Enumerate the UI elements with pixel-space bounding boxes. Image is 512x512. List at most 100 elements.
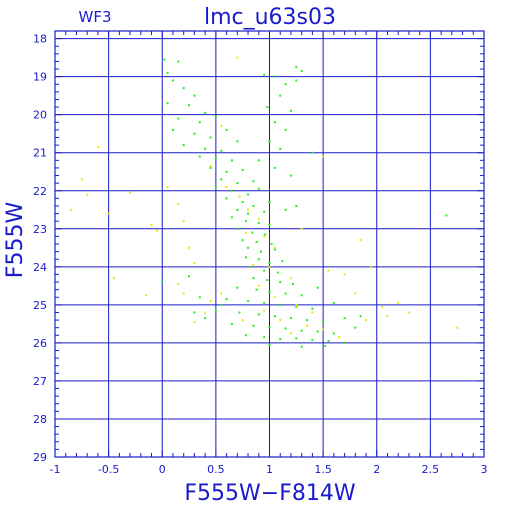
green-data-point [241, 239, 244, 242]
green-data-point [177, 117, 180, 120]
green-data-point [214, 309, 217, 312]
green-data-point [238, 311, 241, 314]
x-tick-label: -0.5 [98, 463, 119, 476]
yellow-data-point [311, 311, 314, 314]
yellow-data-point [188, 246, 191, 249]
yellow-data-point [397, 301, 400, 304]
green-data-point [161, 281, 164, 284]
green-data-point [252, 324, 255, 327]
green-data-point [198, 155, 201, 158]
y-tick-label: 29 [33, 451, 47, 464]
yellow-data-point [268, 265, 271, 268]
green-data-point [214, 157, 217, 160]
green-data-point [171, 79, 174, 82]
x-tick-labels: -1 -0.5 0 0.5 1 1.5 2 2.5 3 [50, 463, 488, 476]
green-data-point [263, 73, 266, 76]
green-data-point [322, 320, 325, 323]
green-data-point [311, 151, 314, 154]
x-tick-label: 0 [159, 463, 166, 476]
yellow-data-point [295, 303, 298, 306]
yellow-data-point [273, 296, 276, 299]
green-data-point [268, 262, 271, 265]
yellow-data-point [86, 193, 89, 196]
green-data-point [188, 275, 191, 278]
green-data-point [311, 338, 314, 341]
green-data-point [252, 180, 255, 183]
green-data-point [316, 330, 319, 333]
yellow-data-point [247, 208, 250, 211]
green-data-point [255, 241, 258, 244]
green-data-point [343, 317, 346, 320]
yellow-data-point [257, 218, 260, 221]
green-data-point [220, 178, 223, 181]
green-data-point [289, 317, 292, 320]
green-data-point [266, 106, 269, 109]
yellow-data-point [354, 292, 357, 295]
chart-subtitle: WF3 [78, 8, 111, 26]
green-data-point [241, 168, 244, 171]
green-data-point [252, 277, 255, 280]
green-data-point [273, 75, 276, 78]
green-data-point [300, 69, 303, 72]
green-data-point [263, 336, 266, 339]
green-data-point [193, 94, 196, 97]
yellow-data-point [238, 195, 241, 198]
yellow-data-point [177, 282, 180, 285]
green-data-point [225, 298, 228, 301]
yellow-data-point [263, 235, 266, 238]
yellow-data-point [338, 336, 341, 339]
green-data-point [236, 208, 239, 211]
green-data-point [259, 250, 262, 253]
y-tick-label: 26 [33, 337, 47, 350]
green-data-point [225, 170, 228, 173]
green-data-point [214, 185, 217, 188]
green-data-point [177, 60, 180, 63]
yellow-data-point [182, 220, 185, 223]
x-tick-label: -1 [50, 463, 61, 476]
yellow-data-point [359, 239, 362, 242]
yellow-data-point [209, 300, 212, 303]
green-data-point [273, 166, 276, 169]
green-data-point [324, 344, 327, 347]
green-data-point [295, 305, 298, 308]
yellow-data-point [456, 326, 459, 329]
green-data-point [249, 265, 252, 268]
green-data-point [295, 204, 298, 207]
green-data-point [279, 338, 282, 341]
y-tick-label: 24 [33, 261, 47, 274]
green-data-point [182, 144, 185, 147]
yellow-data-point [327, 269, 330, 272]
y-tick-label: 20 [33, 109, 47, 122]
green-data-point [277, 271, 280, 274]
green-data-point [332, 301, 335, 304]
yellow-data-point [244, 231, 247, 234]
green-data-point [273, 121, 276, 124]
tick-marks [54, 31, 485, 458]
y-tick-label: 28 [33, 413, 47, 426]
green-data-point [273, 248, 276, 251]
green-data-point [230, 189, 233, 192]
yellow-data-point [70, 208, 73, 211]
green-data-point [247, 212, 250, 215]
green-data-point [284, 128, 287, 131]
green-data-point [230, 159, 233, 162]
green-data-point [445, 214, 448, 217]
green-data-point [264, 233, 267, 236]
yellow-data-point [145, 294, 148, 297]
yellow-data-point [182, 292, 185, 295]
green-data-point [281, 260, 284, 263]
chart-title: lmc_u63s03 [204, 5, 336, 30]
green-data-point [251, 231, 254, 234]
green-data-point [300, 294, 303, 297]
yellow-data-point [193, 320, 196, 323]
green-data-point [247, 246, 250, 249]
yellow-data-point [193, 262, 196, 265]
green-data-point [230, 216, 233, 219]
yellow-data-point [289, 332, 292, 335]
green-data-point [279, 303, 282, 306]
green-data-point [225, 197, 228, 200]
green-data-point [252, 204, 255, 207]
yellow-data-point [220, 125, 223, 128]
y-tick-labels: 18 19 20 21 22 23 24 25 26 27 28 29 [33, 33, 47, 464]
yellow-data-point [370, 265, 373, 268]
